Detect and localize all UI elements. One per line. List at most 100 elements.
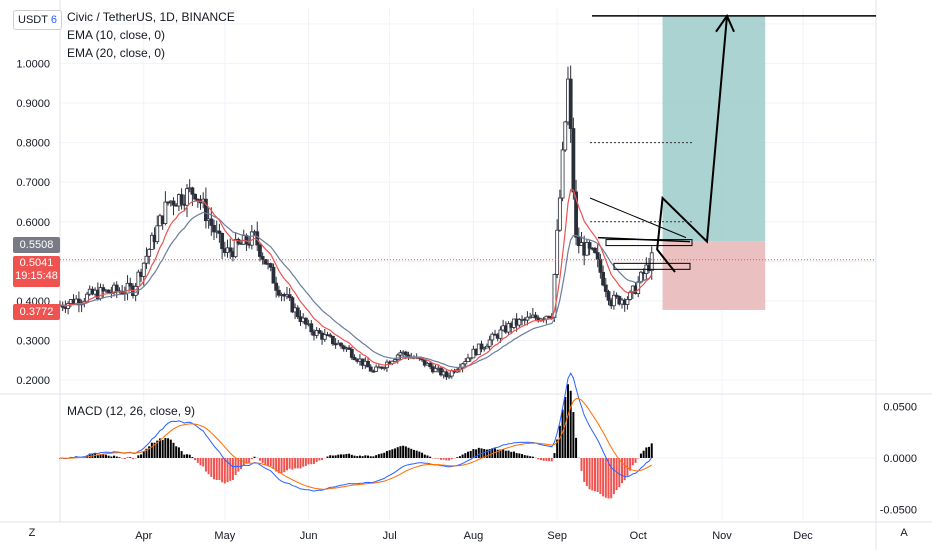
candle[interactable] bbox=[193, 193, 197, 200]
candle[interactable] bbox=[595, 252, 600, 260]
candle[interactable] bbox=[479, 343, 484, 350]
candle[interactable] bbox=[444, 371, 449, 378]
candle[interactable] bbox=[331, 335, 335, 345]
candle[interactable] bbox=[106, 289, 111, 293]
candle[interactable] bbox=[317, 330, 322, 334]
candle[interactable] bbox=[276, 289, 281, 296]
candle[interactable] bbox=[528, 316, 533, 319]
candle[interactable] bbox=[166, 201, 170, 204]
candle[interactable] bbox=[195, 198, 200, 201]
candle[interactable] bbox=[460, 363, 465, 369]
candle[interactable] bbox=[547, 315, 551, 318]
loss-zone[interactable] bbox=[662, 241, 766, 310]
candle[interactable] bbox=[349, 349, 354, 358]
candle[interactable] bbox=[525, 316, 530, 321]
candle[interactable] bbox=[636, 281, 641, 294]
candle[interactable] bbox=[209, 218, 214, 226]
candle[interactable] bbox=[498, 329, 503, 339]
candle[interactable] bbox=[163, 201, 168, 224]
candle[interactable] bbox=[114, 284, 119, 292]
zoom-button[interactable]: Z bbox=[28, 527, 36, 539]
candle[interactable] bbox=[398, 352, 403, 356]
candle[interactable] bbox=[171, 200, 176, 206]
symbol-title[interactable]: Civic / TetherUS, 1D, BINANCE bbox=[67, 10, 235, 24]
candle[interactable] bbox=[490, 333, 495, 341]
candle[interactable] bbox=[149, 234, 154, 250]
candle[interactable] bbox=[568, 78, 573, 129]
candle[interactable] bbox=[147, 248, 152, 257]
candle[interactable] bbox=[555, 229, 560, 275]
candle[interactable] bbox=[185, 188, 189, 206]
candle[interactable] bbox=[374, 366, 379, 372]
candle[interactable] bbox=[428, 362, 433, 368]
candle[interactable] bbox=[468, 357, 473, 360]
candle[interactable] bbox=[212, 225, 216, 233]
candle[interactable] bbox=[366, 360, 370, 368]
candle[interactable] bbox=[433, 367, 438, 373]
candle[interactable] bbox=[101, 287, 106, 292]
candle[interactable] bbox=[517, 319, 522, 326]
currency-badge[interactable]: USDT 6 bbox=[13, 10, 62, 30]
candle[interactable] bbox=[557, 197, 562, 231]
candle[interactable] bbox=[155, 225, 160, 243]
candle[interactable] bbox=[290, 297, 295, 313]
candle[interactable] bbox=[606, 291, 611, 301]
candle[interactable] bbox=[587, 242, 592, 249]
candle[interactable] bbox=[382, 367, 387, 370]
candle[interactable] bbox=[258, 244, 262, 257]
candle[interactable] bbox=[128, 282, 133, 287]
candle[interactable] bbox=[263, 259, 268, 265]
candle[interactable] bbox=[463, 361, 468, 365]
candle[interactable] bbox=[560, 149, 565, 199]
candle[interactable] bbox=[603, 284, 608, 292]
candle[interactable] bbox=[220, 233, 225, 250]
macd-legend[interactable]: MACD (12, 26, close, 9) bbox=[67, 404, 196, 418]
candle[interactable] bbox=[403, 351, 408, 356]
candle[interactable] bbox=[563, 121, 568, 151]
candle[interactable] bbox=[204, 198, 208, 222]
candle[interactable] bbox=[255, 231, 260, 246]
trendline-upper[interactable] bbox=[589, 197, 687, 239]
candle[interactable] bbox=[574, 191, 578, 238]
candle[interactable] bbox=[141, 262, 146, 277]
candle[interactable] bbox=[466, 357, 470, 363]
candle[interactable] bbox=[274, 282, 279, 291]
candle[interactable] bbox=[322, 334, 327, 340]
candle[interactable] bbox=[447, 375, 451, 378]
profit-zone[interactable] bbox=[662, 15, 766, 242]
candle[interactable] bbox=[625, 299, 630, 305]
candle[interactable] bbox=[614, 294, 619, 297]
candle[interactable] bbox=[271, 266, 276, 284]
candle[interactable] bbox=[260, 256, 265, 260]
candle[interactable] bbox=[179, 194, 184, 205]
candle[interactable] bbox=[649, 252, 654, 272]
auto-scale-button[interactable]: A bbox=[900, 527, 908, 539]
candle[interactable] bbox=[303, 317, 308, 325]
candle[interactable] bbox=[249, 231, 254, 246]
candle[interactable] bbox=[287, 294, 292, 299]
candle[interactable] bbox=[295, 307, 300, 318]
candle[interactable] bbox=[347, 347, 352, 350]
ema10-legend[interactable]: EMA (10, close, 0) bbox=[67, 28, 166, 42]
candle[interactable] bbox=[571, 128, 576, 193]
candle[interactable] bbox=[593, 247, 597, 253]
candle[interactable] bbox=[268, 263, 273, 268]
candle[interactable] bbox=[485, 345, 489, 349]
candle[interactable] bbox=[190, 187, 195, 195]
resistance-box[interactable] bbox=[605, 239, 693, 247]
candle[interactable] bbox=[368, 366, 373, 372]
candle[interactable] bbox=[233, 238, 238, 258]
candle[interactable] bbox=[341, 345, 346, 350]
support-box[interactable] bbox=[613, 262, 691, 270]
candle[interactable] bbox=[598, 258, 603, 273]
candle[interactable] bbox=[309, 323, 314, 333]
candle[interactable] bbox=[576, 236, 581, 247]
candle[interactable] bbox=[228, 247, 233, 252]
ema20-legend[interactable]: EMA (20, close, 0) bbox=[67, 46, 166, 60]
candle[interactable] bbox=[217, 230, 222, 234]
candle[interactable] bbox=[612, 294, 616, 307]
candle[interactable] bbox=[393, 359, 397, 362]
candle[interactable] bbox=[328, 334, 333, 337]
candle[interactable] bbox=[352, 357, 357, 361]
